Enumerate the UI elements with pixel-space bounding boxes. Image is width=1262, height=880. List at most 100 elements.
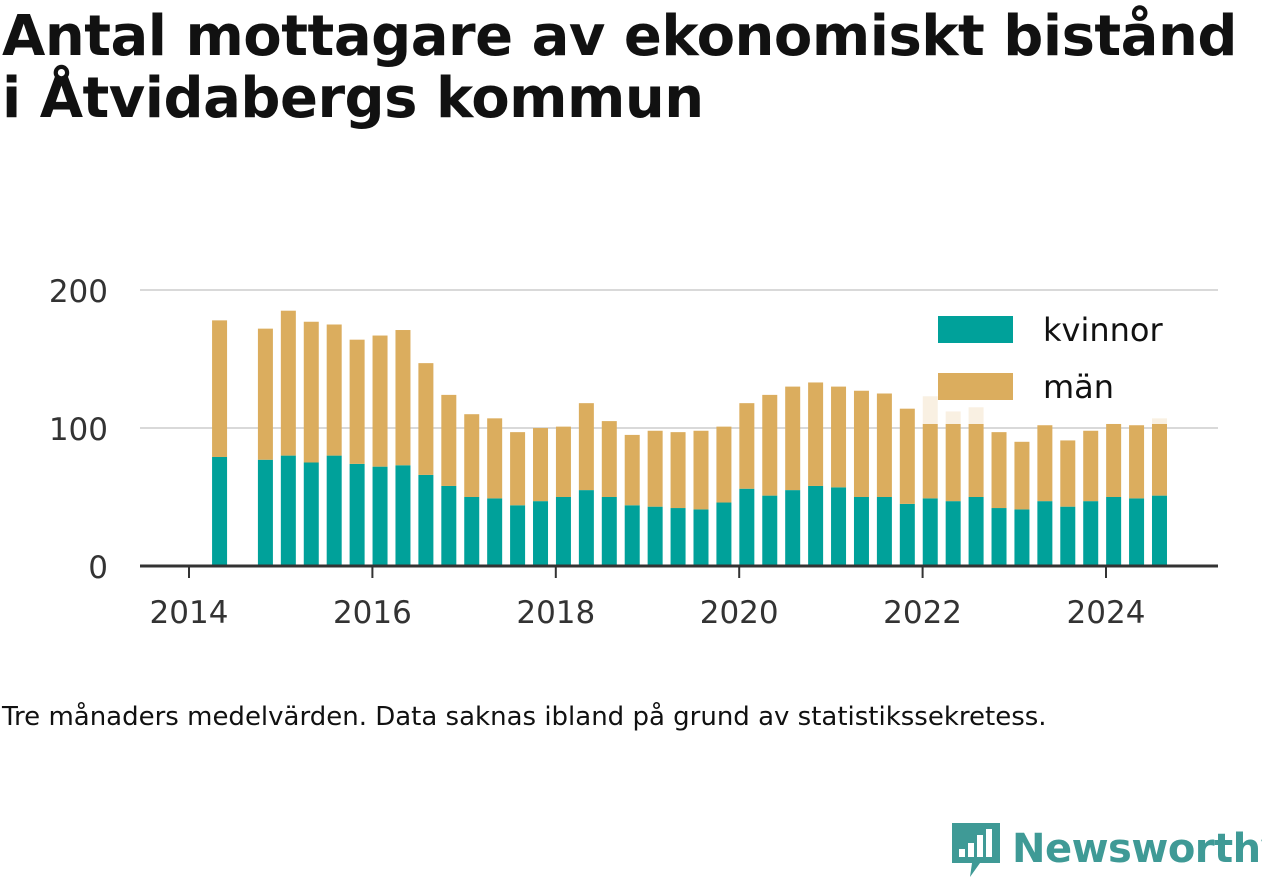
bar-man <box>808 382 824 486</box>
legend: kvinnor män <box>920 300 1180 424</box>
footnote: Tre månaders medelvärden. Data saknas ib… <box>2 702 1047 732</box>
bar-kvinnor <box>922 498 938 566</box>
bar-kvinnor <box>418 474 434 566</box>
bar-man <box>533 428 549 502</box>
bar-man <box>945 411 961 502</box>
bar-man <box>762 394 778 496</box>
axes: 0 100 200 2014 2016 2018 2020 2022 2024 <box>49 274 1218 631</box>
bar-kvinnor <box>349 463 365 566</box>
bar-man <box>968 407 984 497</box>
bar-kvinnor <box>647 506 663 566</box>
bar-man <box>1037 425 1053 502</box>
bar-man <box>624 434 640 506</box>
bar-man <box>647 430 663 507</box>
bar-kvinnor <box>1151 495 1167 566</box>
bar-man <box>464 414 480 497</box>
bar-man <box>372 335 388 467</box>
bar-kvinnor <box>533 501 549 566</box>
bar-kvinnor <box>876 497 892 566</box>
bar-man <box>1151 418 1167 496</box>
bar-kvinnor <box>808 485 824 566</box>
bar-man <box>487 418 503 499</box>
bar-kvinnor <box>1037 501 1053 566</box>
bar-kvinnor <box>762 495 778 566</box>
bar-kvinnor <box>555 497 571 566</box>
bar-kvinnor <box>968 497 984 566</box>
bar-kvinnor <box>1083 501 1099 566</box>
bar-kvinnor <box>670 508 686 566</box>
y-tick-label: 0 <box>88 550 108 586</box>
bar-kvinnor <box>693 509 709 566</box>
bar-kvinnor <box>716 502 732 566</box>
bar-man <box>693 430 709 510</box>
bar-man <box>1083 430 1099 502</box>
bar-kvinnor <box>601 497 617 566</box>
x-tick-label: 2022 <box>883 595 962 631</box>
newsworthy-logo-icon <box>952 823 1000 877</box>
bar-man <box>303 321 319 463</box>
bar-kvinnor <box>739 488 755 566</box>
bar-kvinnor <box>326 455 342 566</box>
bar-man <box>578 403 594 491</box>
bar-kvinnor <box>303 462 319 566</box>
bar-man <box>876 393 892 497</box>
bar-man <box>1014 441 1030 510</box>
bar-kvinnor <box>785 490 801 566</box>
bar-man <box>831 386 847 488</box>
bar-man <box>1106 423 1122 497</box>
bar-kvinnor <box>464 497 480 566</box>
bar-kvinnor <box>487 498 503 566</box>
y-tick-label: 100 <box>49 412 108 448</box>
chart-area: 0 100 200 2014 2016 2018 2020 2022 2024 kvinnor m… <box>49 274 1218 631</box>
bar-kvinnor <box>578 490 594 566</box>
bar-kvinnor <box>1106 497 1122 566</box>
x-tick-label: 2024 <box>1067 595 1146 631</box>
bar-man <box>510 432 526 506</box>
legend-swatch <box>938 316 1013 343</box>
bar-kvinnor <box>945 501 961 566</box>
bar-kvinnor <box>1060 506 1076 566</box>
bars <box>212 310 1167 566</box>
bar-man <box>395 330 411 466</box>
bar-man <box>212 320 228 457</box>
brand-logo: Newsworthy <box>950 818 1262 880</box>
bar-man <box>418 363 434 475</box>
x-tick-label: 2014 <box>150 595 229 631</box>
chart-title: Antal mottagare av ekonomiskt bistånd i … <box>2 4 1237 131</box>
bar-man <box>670 432 686 509</box>
bar-kvinnor <box>257 459 273 566</box>
legend-label: män <box>1043 368 1114 406</box>
bar-man <box>601 421 617 497</box>
bar-kvinnor <box>991 508 1007 566</box>
bar-man <box>991 432 1007 509</box>
bar-kvinnor <box>372 466 388 566</box>
bar-man <box>349 339 365 464</box>
bar-man <box>441 394 457 486</box>
bar-kvinnor <box>624 505 640 566</box>
bar-man <box>257 328 273 460</box>
bar-man <box>739 403 755 489</box>
x-tick-label: 2018 <box>516 595 595 631</box>
bar-man <box>785 386 801 491</box>
x-tick-label: 2020 <box>700 595 779 631</box>
bar-man <box>326 324 342 456</box>
bar-kvinnor <box>395 465 411 566</box>
bar-man <box>280 310 296 456</box>
y-tick-label: 200 <box>49 274 108 310</box>
bar-man <box>716 426 732 503</box>
bar-kvinnor <box>510 505 526 566</box>
bar-kvinnor <box>441 485 457 566</box>
bar-man <box>555 426 571 497</box>
bar-man <box>1129 425 1145 499</box>
bar-man <box>853 390 869 497</box>
bar-kvinnor <box>831 487 847 566</box>
x-tick-label: 2016 <box>333 595 412 631</box>
bar-man <box>1060 440 1076 507</box>
legend-label: kvinnor <box>1043 311 1164 349</box>
bar-man <box>899 408 915 504</box>
bar-kvinnor <box>853 497 869 566</box>
legend-swatch <box>938 373 1013 400</box>
brand-name: Newsworthy <box>1012 826 1262 872</box>
bar-kvinnor <box>212 456 228 566</box>
bar-kvinnor <box>1129 498 1145 566</box>
